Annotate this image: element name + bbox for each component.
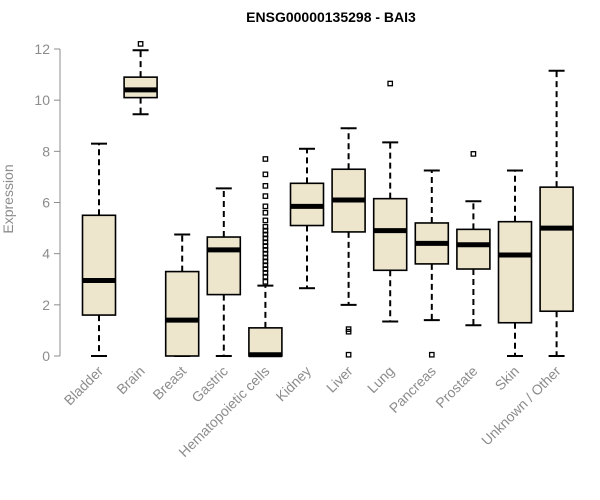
outlier-point <box>262 183 269 189</box>
boxes-group <box>81 41 574 358</box>
box-group <box>331 127 366 358</box>
box-group <box>164 233 200 357</box>
y-tick-label: 12 <box>34 41 50 57</box>
box-group <box>81 142 117 357</box>
box-group <box>414 169 450 358</box>
y-tick-label: 0 <box>42 348 50 364</box>
iqr-box <box>81 214 117 316</box>
outlier-point <box>262 193 269 199</box>
outlier-point <box>262 209 269 216</box>
iqr-box <box>206 236 242 296</box>
category-label: Brain <box>113 363 147 397</box>
iqr-box <box>372 197 408 272</box>
outlier-point <box>262 278 269 285</box>
category-label: Kidney <box>273 363 315 405</box>
y-tick-label: 2 <box>42 297 50 313</box>
category-label: Skin <box>492 363 523 394</box>
outlier-point <box>345 351 352 358</box>
outlier-point <box>470 151 477 157</box>
iqr-box <box>164 270 200 357</box>
box-group <box>372 80 408 323</box>
outlier-point <box>262 203 269 210</box>
box-group <box>248 156 283 358</box>
category-label: Unknown / Other <box>478 363 564 449</box>
iqr-box <box>123 76 158 99</box>
y-tick-label: 4 <box>42 246 50 262</box>
category-label: Lung <box>364 363 397 396</box>
box-group <box>456 151 491 327</box>
iqr-box <box>248 327 283 357</box>
category-label: Bladder <box>61 363 107 409</box>
outlier-point <box>262 217 269 224</box>
outlier-point <box>137 41 144 47</box>
iqr-box <box>539 186 574 313</box>
outlier-point <box>345 326 352 332</box>
category-label: Breast <box>149 363 189 403</box>
box-group <box>206 187 242 357</box>
chart-title: ENSG00000135298 - BAI3 <box>246 9 416 25</box>
y-axis: 0 2 4 6 8 10 12 <box>34 41 61 364</box>
outlier-point <box>262 156 269 162</box>
y-axis-title: Expression <box>0 164 16 233</box>
iqr-box <box>497 220 533 324</box>
outlier-point <box>428 351 435 358</box>
box-group <box>123 41 158 116</box>
outlier-point <box>262 171 269 178</box>
category-label: Prostate <box>432 363 480 411</box>
y-tick-label: 8 <box>42 143 50 159</box>
box-group <box>289 147 325 290</box>
box-group <box>497 169 533 357</box>
y-tick-label: 10 <box>34 92 50 108</box>
iqr-box <box>456 228 491 270</box>
box-group <box>539 69 574 357</box>
outlier-point <box>387 80 394 87</box>
outlier-point <box>262 223 269 230</box>
category-label: Liver <box>323 363 356 396</box>
y-tick-label: 6 <box>42 195 50 211</box>
